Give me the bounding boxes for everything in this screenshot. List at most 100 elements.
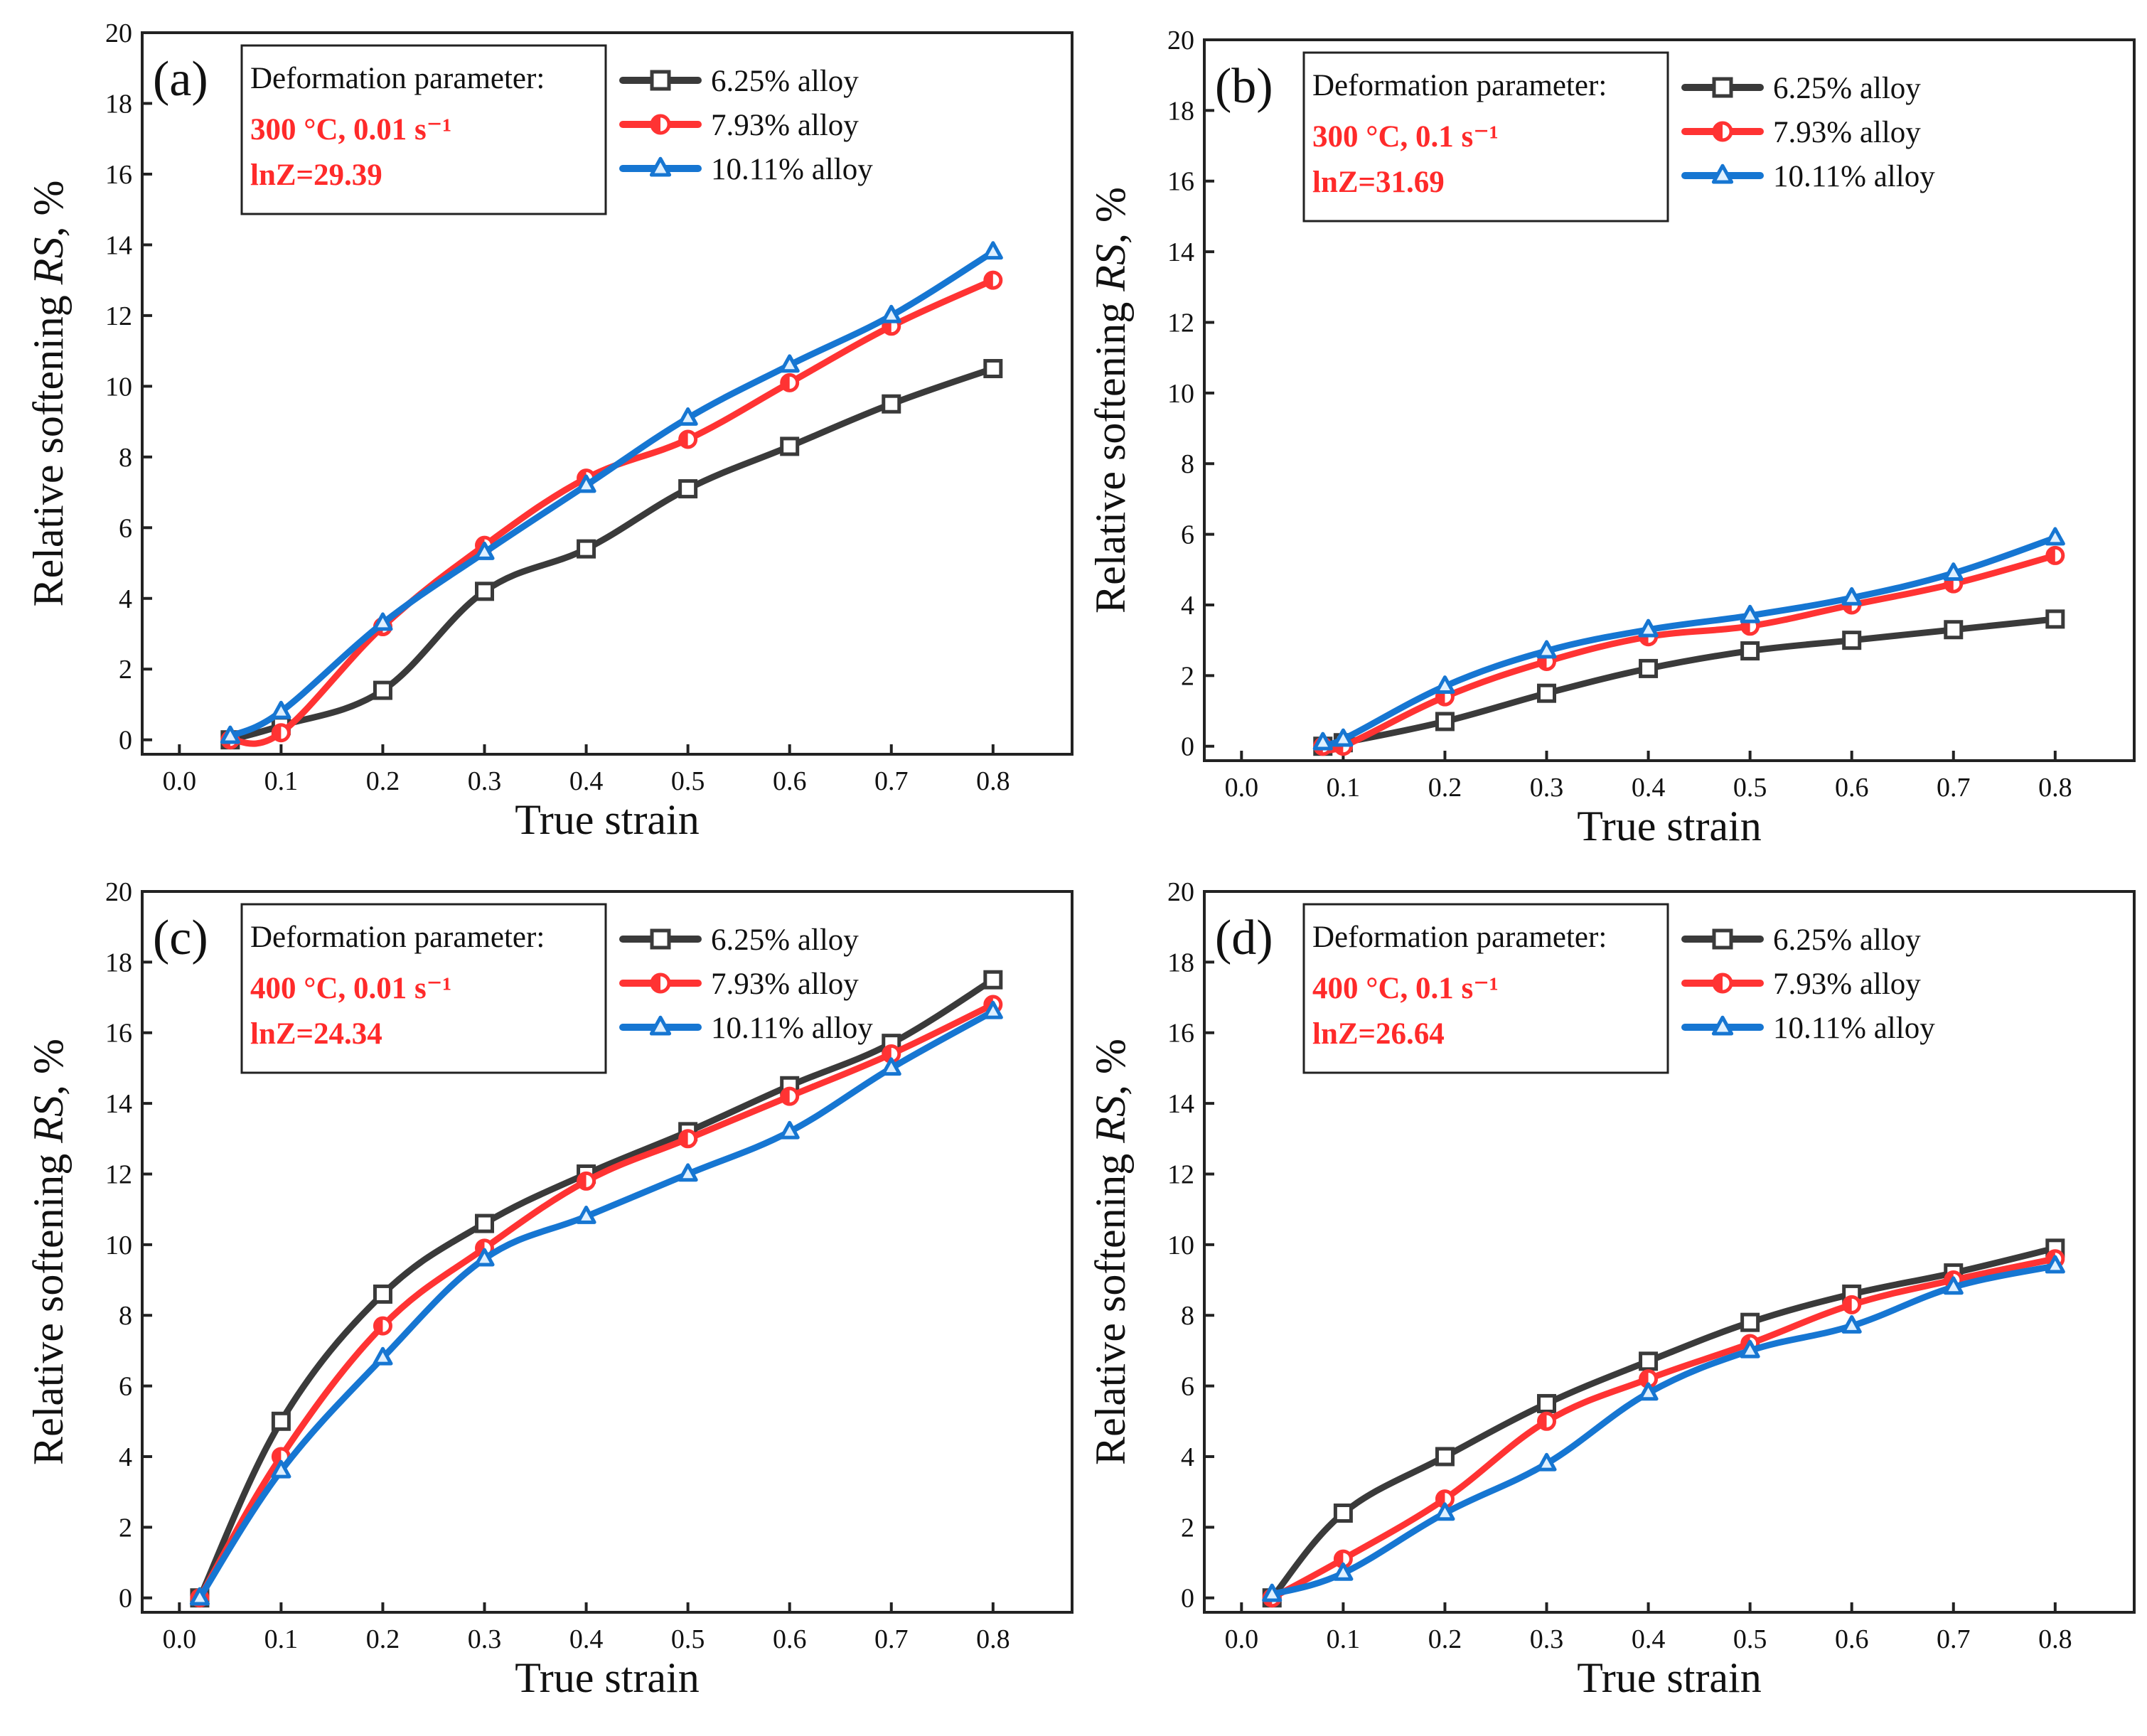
legend-entry: 7.93% alloy bbox=[1681, 968, 1921, 1001]
legend-entry: 7.93% alloy bbox=[1681, 116, 1921, 149]
series-line bbox=[1268, 1263, 2059, 1598]
x-tick-label: 0.3 bbox=[468, 766, 502, 796]
data-point bbox=[2045, 527, 2065, 546]
x-tick-label: 0.0 bbox=[163, 766, 197, 796]
legend-entry: 6.25% alloy bbox=[1681, 72, 1921, 105]
x-tick-label: 0.6 bbox=[773, 1624, 807, 1654]
legend-marker bbox=[1711, 164, 1734, 184]
circle-marker-half bbox=[781, 375, 790, 391]
data-point bbox=[475, 582, 495, 601]
legend-label: 6.25% alloy bbox=[711, 923, 859, 957]
data-point bbox=[779, 1120, 800, 1140]
x-tick-label: 0.6 bbox=[1835, 773, 1869, 803]
data-point bbox=[577, 1171, 596, 1191]
data-point bbox=[2045, 1255, 2065, 1274]
y-axis-ticks: 0 2 4 6 8 10 12 14 16 18 20 bbox=[105, 877, 152, 1614]
y-tick-label: 10 bbox=[105, 1231, 132, 1260]
annotation-box: Deformation parameter: 400 °C, 0.1 s⁻¹ lnZ… bbox=[1302, 903, 1669, 1074]
circle-marker-half bbox=[2047, 547, 2055, 564]
y-tick-label: 10 bbox=[1167, 1231, 1194, 1260]
series-line bbox=[227, 277, 997, 747]
data-point bbox=[1262, 1583, 1283, 1602]
circle-marker-half bbox=[273, 724, 282, 741]
y-tick-label: 6 bbox=[119, 513, 132, 543]
data-point bbox=[1435, 712, 1455, 732]
legend-entry: 10.11% alloy bbox=[619, 153, 873, 186]
y-axis-title-italic: RS bbox=[1087, 244, 1134, 292]
y-axis-title-prefix: Relative softening bbox=[1087, 291, 1134, 614]
y-tick-label: 4 bbox=[1181, 591, 1194, 621]
legend-marker bbox=[1712, 928, 1733, 950]
legend-marker bbox=[650, 114, 671, 135]
y-tick-label: 14 bbox=[1167, 237, 1194, 267]
plot-frame bbox=[1203, 38, 2136, 762]
x-tick-label: 0.4 bbox=[1632, 1624, 1666, 1654]
y-tick-label: 14 bbox=[105, 1089, 132, 1119]
data-point bbox=[1333, 1562, 1354, 1581]
y-tick-label: 10 bbox=[1167, 379, 1194, 409]
y-axis-title-suffix: , % bbox=[25, 1039, 72, 1095]
panel-label: (c) bbox=[153, 911, 208, 965]
circle-marker-half bbox=[1843, 1297, 1852, 1313]
legend-label: 6.25% alloy bbox=[711, 65, 859, 98]
circle-marker-half bbox=[883, 1046, 892, 1062]
data-point bbox=[983, 970, 1003, 990]
x-tick-label: 0.3 bbox=[1530, 1624, 1564, 1654]
y-tick-label: 0 bbox=[1181, 732, 1194, 762]
circle-marker-half bbox=[652, 975, 660, 992]
y-tick-label: 0 bbox=[119, 1584, 132, 1614]
x-tick-label: 0.6 bbox=[773, 766, 807, 796]
data-point bbox=[1312, 732, 1333, 751]
data-point bbox=[779, 354, 800, 373]
data-point bbox=[983, 270, 1003, 290]
data-point bbox=[983, 241, 1003, 260]
data-point bbox=[1639, 658, 1659, 678]
x-tick-label: 0.4 bbox=[1632, 773, 1666, 803]
legend-marker bbox=[650, 70, 671, 91]
data-point bbox=[2045, 545, 2065, 565]
data-point bbox=[373, 612, 393, 631]
y-axis-title: Relative softening RS, % bbox=[25, 1039, 72, 1465]
y-tick-label: 18 bbox=[1167, 96, 1194, 126]
annotation-box: Deformation parameter: 300 °C, 0.1 s⁻¹ lnZ… bbox=[1302, 51, 1669, 223]
annotation-lnz: lnZ=31.69 bbox=[1312, 166, 1445, 199]
y-tick-label: 20 bbox=[105, 877, 132, 907]
x-axis-ticks: 0.0 0.1 0.2 0.3 0.4 0.5 0.6 0.7 0.8 bbox=[1225, 1602, 2072, 1654]
x-tick-label: 0.1 bbox=[1327, 773, 1361, 803]
panel-label: (a) bbox=[153, 52, 208, 107]
circle-marker-half bbox=[652, 116, 660, 133]
series-0 bbox=[220, 358, 1003, 750]
y-tick-label: 16 bbox=[105, 1019, 132, 1049]
y-tick-label: 2 bbox=[119, 1513, 132, 1543]
y-tick-label: 0 bbox=[1181, 1584, 1194, 1614]
circle-marker-half bbox=[1335, 1551, 1344, 1568]
legend-entry: 7.93% alloy bbox=[619, 968, 859, 1001]
annotation-title: Deformation parameter: bbox=[250, 921, 545, 954]
data-point bbox=[1435, 675, 1455, 695]
x-tick-label: 0.5 bbox=[671, 766, 705, 796]
circle-marker-half bbox=[781, 1088, 790, 1105]
y-tick-label: 18 bbox=[105, 89, 132, 119]
data-point bbox=[882, 394, 901, 414]
data-point bbox=[475, 1213, 495, 1233]
data-point bbox=[271, 700, 291, 719]
data-point bbox=[1537, 1411, 1557, 1431]
series-line bbox=[1319, 535, 2059, 748]
y-axis-title-suffix: , % bbox=[1087, 1039, 1134, 1095]
data-point bbox=[678, 479, 698, 499]
x-tick-label: 0.8 bbox=[976, 1624, 1010, 1654]
series-2 bbox=[220, 241, 1003, 744]
data-point bbox=[576, 474, 596, 493]
data-point bbox=[678, 407, 698, 426]
y-tick-label: 2 bbox=[1181, 1513, 1194, 1543]
annotation-condition: 400 °C, 0.01 s⁻¹ bbox=[250, 972, 451, 1005]
x-tick-label: 0.2 bbox=[366, 1624, 400, 1654]
y-tick-label: 16 bbox=[1167, 1019, 1194, 1049]
x-tick-label: 0.7 bbox=[874, 766, 909, 796]
data-point bbox=[1537, 683, 1557, 703]
x-tick-label: 0.0 bbox=[1225, 773, 1259, 803]
x-axis-title: True strain bbox=[515, 796, 699, 843]
y-tick-label: 8 bbox=[1181, 449, 1194, 479]
data-point bbox=[1638, 618, 1659, 638]
